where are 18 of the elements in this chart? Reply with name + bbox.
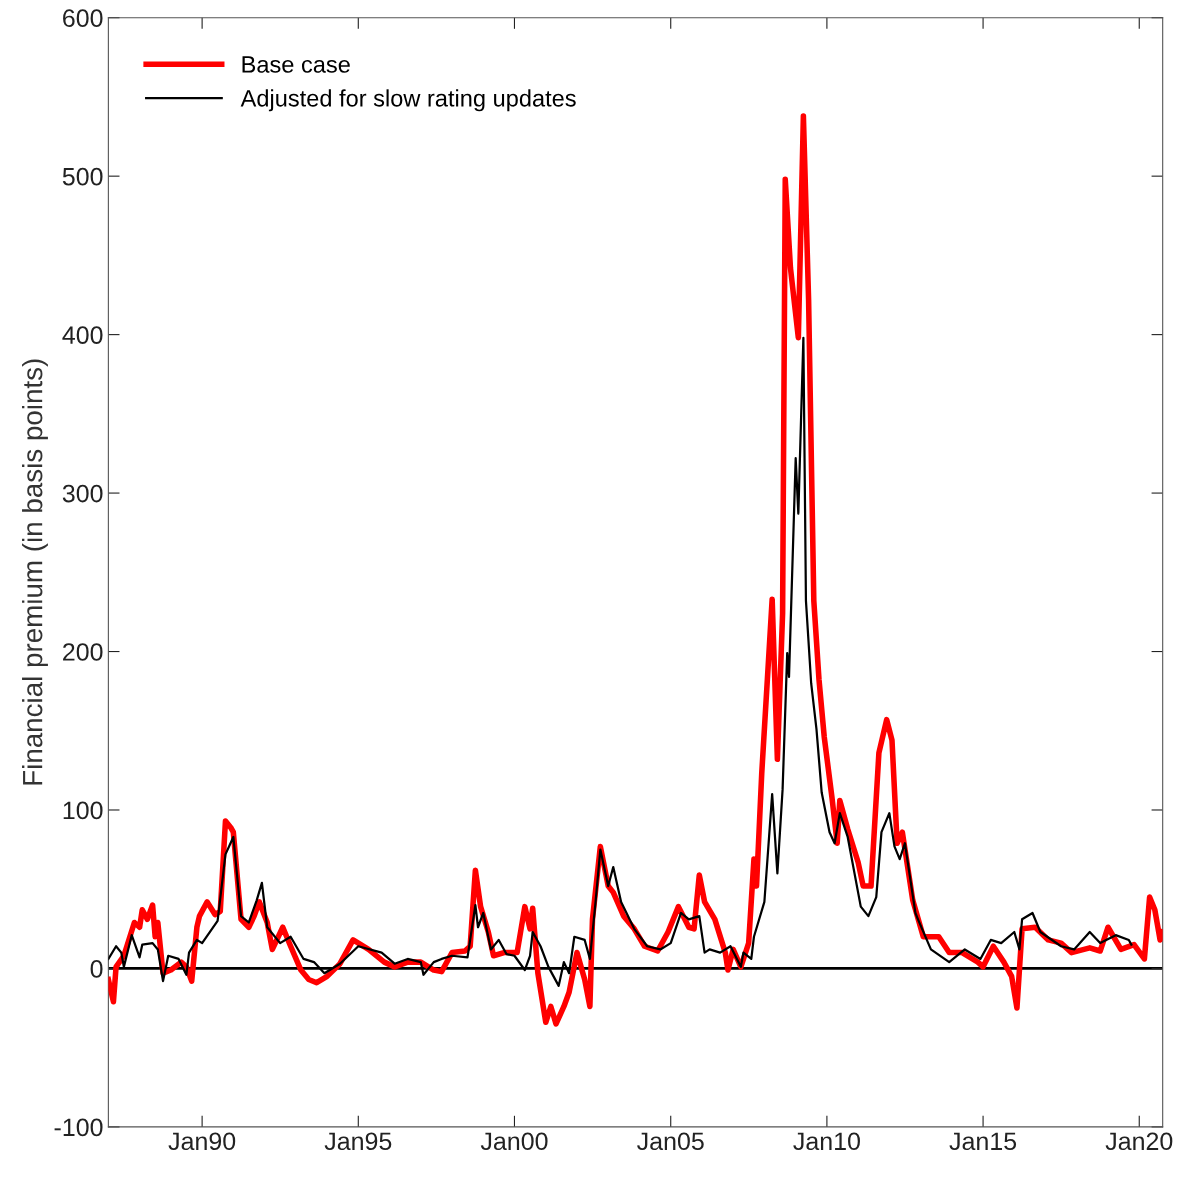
x-tick-label: Jan15 <box>949 1132 1017 1151</box>
y-tick-label: 100 <box>63 801 103 820</box>
y-tick-label: 600 <box>63 9 103 27</box>
y-tick-label: 300 <box>62 484 103 503</box>
y-tick-label: 500 <box>62 167 103 186</box>
legend-label: Base case <box>242 56 350 73</box>
legend-label: Adjusted for slow rating updates <box>240 89 576 112</box>
y-tick-label: 0 <box>90 960 103 978</box>
x-tick-label: Jan05 <box>637 1132 704 1151</box>
x-tick-label: Jan10 <box>793 1132 860 1151</box>
x-tick-label: Jan20 <box>1105 1132 1173 1151</box>
x-tick-label: Jan00 <box>480 1132 548 1151</box>
x-tick-label: Jan90 <box>168 1132 236 1151</box>
y-tick-label: 400 <box>62 326 103 344</box>
y-tick-label: 200 <box>63 643 103 661</box>
y-axis-title: Financial premium (in basis points) <box>22 359 48 785</box>
x-tick-label: Jan95 <box>324 1132 392 1151</box>
y-tick-label: -100 <box>54 1118 103 1137</box>
